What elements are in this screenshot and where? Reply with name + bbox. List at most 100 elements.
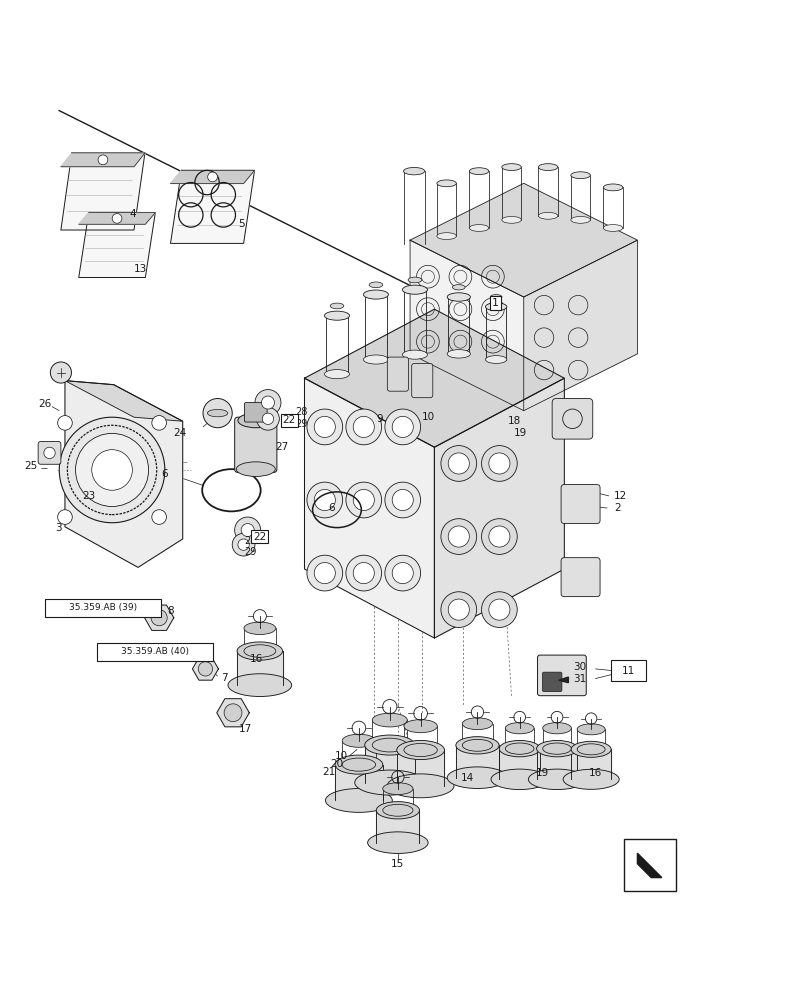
FancyBboxPatch shape	[560, 485, 599, 524]
Ellipse shape	[363, 355, 388, 364]
Ellipse shape	[469, 168, 488, 175]
Circle shape	[314, 416, 335, 437]
Circle shape	[307, 555, 342, 591]
Ellipse shape	[570, 216, 590, 223]
Text: 16: 16	[588, 768, 601, 778]
Ellipse shape	[341, 758, 375, 771]
Ellipse shape	[324, 370, 349, 379]
Circle shape	[261, 396, 274, 409]
Text: 1: 1	[491, 298, 498, 308]
Polygon shape	[637, 853, 661, 878]
Polygon shape	[455, 745, 499, 778]
Ellipse shape	[499, 740, 539, 757]
Circle shape	[44, 447, 55, 459]
Polygon shape	[304, 309, 564, 447]
Text: 2: 2	[613, 503, 620, 513]
Ellipse shape	[570, 172, 590, 179]
Circle shape	[255, 390, 281, 416]
Ellipse shape	[363, 290, 388, 299]
FancyBboxPatch shape	[234, 417, 277, 472]
Polygon shape	[397, 750, 444, 786]
Ellipse shape	[402, 285, 427, 294]
Text: 18: 18	[507, 416, 520, 426]
Text: 13: 13	[134, 264, 147, 274]
Text: 35.359.AB (39): 35.359.AB (39)	[69, 603, 137, 612]
FancyBboxPatch shape	[537, 655, 586, 696]
Ellipse shape	[485, 356, 506, 363]
Circle shape	[307, 482, 342, 518]
Ellipse shape	[387, 774, 453, 798]
Ellipse shape	[382, 804, 413, 816]
FancyBboxPatch shape	[542, 672, 561, 692]
Circle shape	[98, 155, 108, 165]
Circle shape	[256, 407, 279, 430]
Ellipse shape	[528, 769, 585, 790]
Circle shape	[345, 482, 381, 518]
Ellipse shape	[536, 740, 577, 757]
Ellipse shape	[570, 741, 611, 757]
Circle shape	[314, 563, 335, 584]
Circle shape	[238, 539, 249, 550]
Circle shape	[50, 362, 71, 383]
Ellipse shape	[403, 743, 437, 757]
Ellipse shape	[364, 735, 414, 755]
Circle shape	[392, 563, 413, 584]
Circle shape	[440, 592, 476, 627]
Text: 29: 29	[243, 547, 256, 557]
Polygon shape	[536, 749, 577, 779]
Ellipse shape	[455, 737, 499, 754]
Ellipse shape	[367, 832, 427, 853]
Ellipse shape	[341, 734, 375, 747]
FancyBboxPatch shape	[411, 364, 432, 398]
Circle shape	[59, 417, 165, 523]
Polygon shape	[79, 213, 155, 278]
Text: 10: 10	[334, 751, 347, 761]
Text: 29: 29	[294, 419, 307, 429]
Ellipse shape	[501, 164, 521, 170]
Text: 4: 4	[129, 209, 135, 219]
Text: 16: 16	[250, 654, 263, 664]
Ellipse shape	[538, 212, 557, 219]
Ellipse shape	[603, 225, 622, 231]
Circle shape	[488, 526, 509, 547]
Ellipse shape	[325, 789, 392, 812]
Circle shape	[198, 662, 212, 676]
Text: 24: 24	[174, 428, 187, 438]
Text: 35.359.AB (40): 35.359.AB (40)	[121, 647, 189, 656]
Ellipse shape	[335, 755, 382, 774]
Polygon shape	[410, 183, 637, 297]
Circle shape	[203, 398, 232, 428]
Circle shape	[448, 453, 469, 474]
Ellipse shape	[243, 645, 276, 657]
Ellipse shape	[504, 743, 534, 754]
Ellipse shape	[408, 277, 421, 283]
Circle shape	[234, 517, 260, 543]
Circle shape	[112, 214, 122, 223]
Text: 8: 8	[167, 606, 174, 616]
FancyBboxPatch shape	[244, 403, 267, 422]
Text: 19: 19	[535, 768, 548, 778]
Polygon shape	[558, 677, 568, 683]
Polygon shape	[375, 810, 419, 843]
FancyBboxPatch shape	[387, 357, 408, 391]
Text: 11: 11	[621, 666, 634, 676]
Circle shape	[353, 416, 374, 437]
Circle shape	[152, 510, 166, 524]
Circle shape	[448, 526, 469, 547]
Polygon shape	[79, 213, 155, 224]
Ellipse shape	[504, 723, 534, 734]
Text: 25: 25	[24, 461, 37, 471]
Ellipse shape	[228, 674, 291, 697]
FancyBboxPatch shape	[611, 660, 645, 681]
Ellipse shape	[403, 167, 424, 175]
Text: 20: 20	[330, 759, 343, 769]
Ellipse shape	[436, 233, 456, 240]
Polygon shape	[410, 240, 523, 411]
Ellipse shape	[402, 350, 427, 359]
Ellipse shape	[577, 744, 604, 755]
Ellipse shape	[237, 642, 282, 660]
Ellipse shape	[563, 769, 618, 789]
Ellipse shape	[354, 770, 424, 795]
Polygon shape	[434, 378, 564, 638]
Polygon shape	[61, 153, 144, 167]
